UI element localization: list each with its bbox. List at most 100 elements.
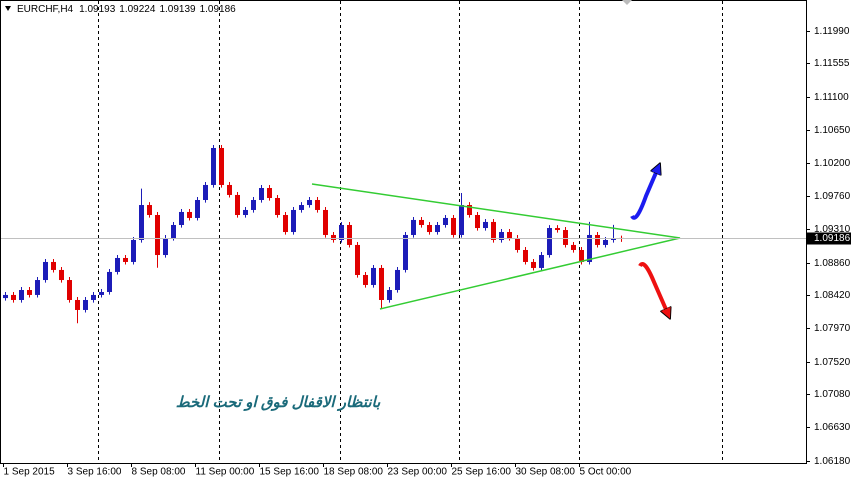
candle-body (83, 299, 88, 310)
candle-body (339, 224, 344, 241)
up-arrow (630, 168, 658, 220)
menu-arrow (5, 6, 11, 11)
candle-body (563, 230, 568, 245)
candle-body (243, 209, 248, 216)
candle-body (451, 217, 456, 235)
candle-body (403, 234, 408, 270)
candle-body (571, 244, 576, 250)
candle-body (59, 269, 64, 281)
candle-body (515, 238, 520, 250)
candle-body (227, 184, 232, 195)
candle-body (347, 224, 352, 245)
candle-body (547, 228, 552, 256)
x-tick-label: 5 Oct 00:00 (580, 467, 632, 478)
candle-body (307, 199, 312, 206)
candle-body (483, 221, 488, 229)
candle-body (107, 271, 112, 293)
y-tick-label: 1.07080 (814, 389, 851, 400)
symbol: EURCHF,H4 (17, 4, 74, 15)
candle-body (147, 205, 152, 216)
x-tick-label: 3 Sep 16:00 (68, 467, 122, 478)
candle-body (195, 199, 200, 218)
candle-body (411, 219, 416, 235)
candle-body (123, 257, 128, 262)
low-value: 1.09139 (159, 4, 196, 15)
candle-body (155, 215, 160, 256)
candle-body (211, 147, 216, 185)
candle-body (539, 255, 544, 268)
candle-body (171, 224, 176, 239)
candles (3, 145, 624, 324)
candle-body (299, 205, 304, 210)
candle-body (475, 215, 480, 229)
candle-body (43, 261, 48, 281)
down-arrow (638, 262, 668, 314)
x-tick-label: 15 Sep 16:00 (260, 467, 320, 478)
candle-body (131, 240, 136, 262)
candle-body (3, 294, 8, 299)
candle-body (251, 199, 256, 210)
y-tick-label: 1.11100 (814, 92, 849, 103)
candle-body (51, 261, 56, 270)
y-tick-label: 1.10650 (814, 125, 851, 136)
candle-body (459, 205, 464, 235)
candle-body (443, 217, 448, 225)
current-price-box (807, 232, 851, 245)
y-tick-label: 1.08420 (814, 290, 851, 301)
high-value: 1.09224 (119, 4, 156, 15)
candle-body (67, 280, 72, 300)
candle-body (35, 280, 40, 295)
candle-body (531, 261, 536, 268)
x-tick-label: 25 Sep 16:00 (452, 467, 512, 478)
y-tick-label: 1.09310 (814, 224, 851, 235)
candle-body (331, 234, 336, 241)
scroll-marker (622, 0, 632, 5)
candle-body (275, 197, 280, 216)
candle-body (19, 290, 24, 300)
candle-body (163, 238, 168, 256)
annotation: بانتظار الاقفال فوق او تحت الخط (176, 394, 381, 411)
candle-body (219, 147, 224, 185)
candle-body (91, 294, 96, 300)
candle-body (259, 188, 264, 200)
plot-frame (0, 0, 807, 464)
candle-body (579, 249, 584, 262)
y-tick-label: 1.10200 (814, 158, 851, 169)
candle-body (27, 290, 32, 295)
chart-header: EURCHF,H4 1.09193 1.09224 1.09139 1.09186 (17, 4, 236, 15)
candle-body (523, 249, 528, 262)
candle-body (355, 244, 360, 275)
candle-body (187, 211, 192, 218)
candle-body (499, 232, 504, 241)
candle-body (291, 209, 296, 233)
candle-body (179, 211, 184, 225)
candle-body (323, 209, 328, 235)
candle-body (235, 194, 240, 216)
candle-body (11, 294, 16, 300)
candle-body (427, 224, 432, 233)
y-tick-label: 1.08860 (814, 258, 851, 269)
x-tick-label: 1 Sep 2015 (4, 467, 56, 478)
candle-body (555, 228, 560, 231)
y-tick-label: 1.11555 (814, 58, 850, 69)
candle-body (395, 269, 400, 291)
candle-body (75, 299, 80, 310)
candle-body (371, 267, 376, 285)
candle-body (379, 267, 384, 300)
current-price-label: 1.09186 (814, 233, 851, 244)
x-tick-label: 18 Sep 08:00 (324, 467, 384, 478)
close-value: 1.09186 (200, 4, 237, 15)
y-tick-label: 1.11990 (814, 26, 850, 37)
candle-body (595, 234, 600, 245)
candle-body (387, 290, 392, 300)
candle-body (467, 205, 472, 216)
candle-body (315, 199, 320, 210)
y-tick-label: 1.06180 (814, 456, 851, 467)
candle-body (363, 274, 368, 285)
x-tick-label: 30 Sep 08:00 (516, 467, 576, 478)
candle-body (99, 292, 104, 295)
candle-body (115, 257, 120, 272)
candle-body (283, 215, 288, 233)
